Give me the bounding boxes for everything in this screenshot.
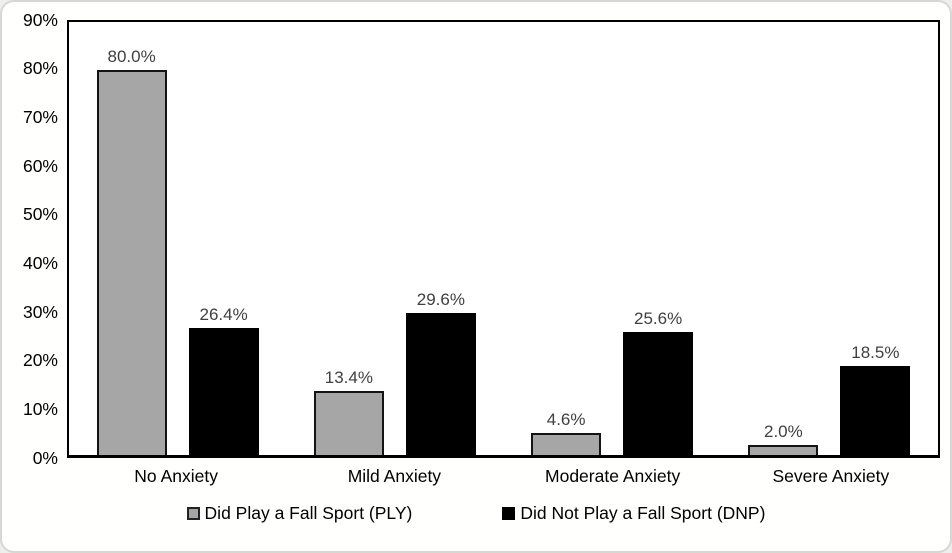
bar-column-dnp-moderate-anxiety: 25.6% (623, 22, 694, 455)
bar-value-label: 13.4% (324, 367, 373, 387)
plot-area: 80.0% 26.4% 13.4% 29.6% 4.6% 25.6% 2.0% 18.5% (67, 20, 940, 458)
x-axis-label-mild-anxiety: Mild Anxiety (347, 466, 442, 486)
bar-column-dnp-mild-anxiety: 29.6% (405, 22, 476, 455)
y-axis-tick-label: 70% (22, 106, 58, 127)
bar-value-label: 80.0% (107, 47, 156, 67)
legend-item-dnp: Did Not Play a Fall Sport (DNP) (502, 503, 766, 523)
y-axis-tick-label: 80% (22, 57, 58, 78)
bar-dnp-severe-anxiety (840, 366, 911, 455)
x-axis-label-moderate-anxiety: Moderate Anxiety (545, 466, 681, 486)
bar-value-label: 4.6% (546, 409, 586, 429)
legend-label-ply: Did Play a Fall Sport (PLY) (204, 503, 413, 523)
bar-value-label: 25.6% (634, 308, 683, 328)
y-axis-tick-label: 30% (22, 301, 58, 322)
bar-dnp-moderate-anxiety (623, 331, 694, 455)
bar-ply-no-anxiety (96, 70, 167, 455)
bar-value-label: 29.6% (416, 289, 465, 309)
bar-value-label: 2.0% (764, 422, 803, 442)
bar-group-no-anxiety: 80.0% 26.4% (69, 22, 286, 455)
bar-group-severe-anxiety: 2.0% 18.5% (721, 22, 938, 455)
bar-column-ply-severe-anxiety: 2.0% (748, 22, 819, 455)
bar-column-ply-no-anxiety: 80.0% (96, 22, 167, 455)
y-axis-tick-label: 0% (32, 447, 58, 468)
x-axis-label-severe-anxiety: Severe Anxiety (772, 466, 890, 486)
legend-label-dnp: Did Not Play a Fall Sport (DNP) (520, 503, 766, 523)
x-axis-label-no-anxiety: No Anxiety (134, 466, 218, 486)
bar-value-label: 18.5% (851, 343, 900, 362)
y-axis-tick-label: 20% (22, 349, 58, 370)
bar-column-ply-moderate-anxiety: 4.6% (531, 22, 602, 455)
bar-ply-moderate-anxiety (531, 432, 602, 455)
bar-column-dnp-severe-anxiety: 18.5% (840, 22, 911, 455)
legend-swatch-icon-ply (186, 507, 200, 521)
bar-ply-mild-anxiety (313, 390, 384, 455)
x-axis: No Anxiety Mild Anxiety Moderate Anxiety Se… (67, 466, 940, 487)
legend-item-ply: Did Play a Fall Sport (PLY) (186, 503, 413, 523)
y-axis-tick-label: 60% (22, 155, 58, 176)
bar-column-dnp-no-anxiety: 26.4% (188, 22, 259, 455)
y-axis-tick-label: 10% (22, 398, 58, 419)
bar-group-moderate-anxiety: 4.6% 25.6% (504, 22, 721, 455)
y-axis-tick-label: 50% (22, 203, 58, 224)
bar-column-ply-mild-anxiety: 13.4% (313, 22, 384, 455)
bar-group-mild-anxiety: 13.4% 29.6% (286, 22, 503, 455)
y-axis-tick-label: 40% (22, 252, 58, 273)
legend: Did Play a Fall Sport (PLY) Did Not Play … (2, 503, 950, 523)
bar-dnp-no-anxiety (188, 328, 259, 455)
bar-value-label: 26.4% (199, 305, 248, 324)
y-axis-tick-label: 90% (22, 9, 58, 30)
y-axis: 0% 10% 20% 30% 40% 50% 60% 70% 80% 90% (2, 11, 58, 466)
legend-swatch-icon-dnp (502, 507, 516, 521)
bar-ply-severe-anxiety (748, 445, 819, 455)
bar-dnp-mild-anxiety (405, 312, 476, 455)
